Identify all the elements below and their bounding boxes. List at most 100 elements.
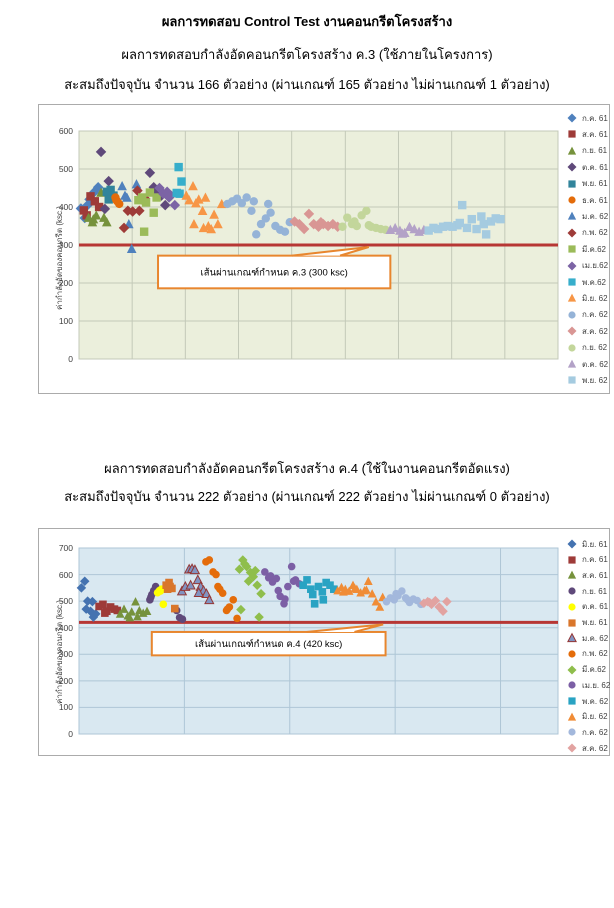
legend-item: ต.ค. 62	[566, 357, 608, 371]
page-title: ผลการทดสอบ Control Test งานคอนกรีตโครงสร…	[161, 14, 453, 29]
data-point	[192, 574, 203, 585]
data-point	[149, 208, 158, 217]
data-point	[256, 219, 266, 229]
legend-item: พ.ย. 62	[566, 373, 608, 387]
legend-item: ต.ค. 61	[566, 160, 608, 174]
data-point	[117, 181, 127, 191]
threshold-callout-pointer	[292, 246, 370, 257]
data-point	[486, 217, 496, 226]
data-point	[261, 568, 269, 576]
data-point	[132, 185, 143, 196]
data-point	[214, 582, 222, 591]
data-point	[397, 228, 408, 238]
data-point	[156, 587, 165, 595]
data-point	[159, 199, 171, 211]
data-point	[256, 588, 266, 599]
legend-marker-icon	[568, 245, 576, 253]
data-point	[237, 199, 247, 208]
data-point	[101, 217, 112, 227]
data-point	[177, 177, 186, 186]
data-point	[343, 213, 352, 222]
legend-marker-icon	[568, 603, 576, 611]
data-point	[119, 604, 129, 613]
legend-marker-icon	[567, 712, 577, 721]
legend-item: ส.ค. 62	[566, 741, 608, 755]
legend-label: เม.ย.62	[582, 261, 609, 271]
data-point	[238, 555, 248, 565]
data-point	[205, 556, 214, 564]
legend-marker-icon	[568, 278, 576, 286]
threshold-callout-label: เส้นผ่านเกณฑ์กำหนด ค.3 (300 ksc)	[201, 266, 348, 278]
data-point	[171, 604, 179, 613]
data-point	[115, 609, 125, 618]
data-point	[315, 216, 327, 228]
data-point	[91, 609, 101, 619]
data-point	[239, 559, 250, 569]
y-axis-tick-label: 500	[58, 596, 73, 607]
legend-marker-icon	[567, 359, 577, 368]
legend-item: พ.ย. 61	[566, 177, 608, 191]
data-point	[163, 585, 172, 593]
data-point	[122, 192, 132, 202]
legend-label: พ.ย. 62	[582, 375, 608, 385]
data-point	[131, 179, 142, 189]
data-point	[350, 583, 360, 593]
legend-marker-icon	[567, 743, 577, 753]
data-point	[419, 598, 429, 609]
data-point	[350, 217, 359, 226]
threshold-callout-box	[157, 254, 392, 290]
chart1-subtitle: สะสมถึงปัจจุบัน จำนวน 166 ตัวอย่าง (ผ่าน…	[64, 77, 550, 92]
data-point	[106, 603, 115, 611]
data-point	[141, 198, 151, 207]
y-axis-tick-label: 400	[58, 622, 73, 633]
legend-item: ก.พ. 62	[566, 226, 608, 240]
data-point	[294, 218, 305, 230]
data-point	[193, 587, 204, 597]
legend-label: ก.ค. 62	[582, 727, 608, 737]
legend-marker-icon	[568, 618, 576, 627]
data-point	[308, 218, 319, 230]
data-point	[206, 224, 217, 234]
data-point	[229, 596, 238, 604]
data-point	[303, 576, 311, 584]
data-point	[99, 600, 107, 609]
legend-item: มิ.ย. 61	[566, 537, 608, 551]
data-point	[184, 195, 194, 205]
data-point	[442, 596, 452, 607]
data-point	[201, 588, 212, 599]
data-point	[252, 580, 262, 590]
data-point	[438, 606, 448, 616]
y-axis-tick-label: 400	[58, 202, 73, 212]
data-point	[197, 205, 208, 215]
data-point	[299, 581, 307, 589]
data-point	[284, 582, 292, 591]
legend-marker-icon	[568, 343, 576, 352]
legend-marker-icon	[567, 228, 577, 238]
data-point	[280, 227, 290, 236]
data-point	[223, 605, 232, 613]
data-point	[134, 205, 145, 217]
plot-area: เส้นผ่านเกณฑ์กำหนด ค.3 (300 ksc)	[75, 130, 559, 360]
legend-item: ก.ย. 62	[566, 341, 607, 355]
legend-label: ก.ค. 62	[582, 310, 608, 320]
legend-marker-icon	[567, 146, 577, 155]
legend-marker-icon	[568, 650, 576, 658]
data-point	[138, 193, 147, 202]
data-point	[424, 597, 435, 608]
legend-marker-icon	[568, 728, 576, 736]
legend-marker-icon	[568, 311, 576, 319]
data-point	[125, 613, 135, 622]
legend-label: มิ.ย. 62	[582, 712, 608, 722]
data-point	[303, 208, 315, 220]
legend-label: มิ.ย. 61	[582, 539, 608, 549]
data-point	[261, 214, 271, 223]
data-point	[403, 596, 412, 604]
data-point	[375, 602, 385, 611]
legend-item: ก.พ. 62	[566, 647, 608, 661]
legend-label: ธ.ค. 61	[582, 195, 608, 205]
data-point	[443, 221, 453, 231]
data-point	[127, 607, 137, 616]
data-point	[101, 609, 109, 617]
threshold-callout-label: เส้นผ่านเกณฑ์กำหนด ค.4 (420 ksc)	[195, 638, 342, 650]
